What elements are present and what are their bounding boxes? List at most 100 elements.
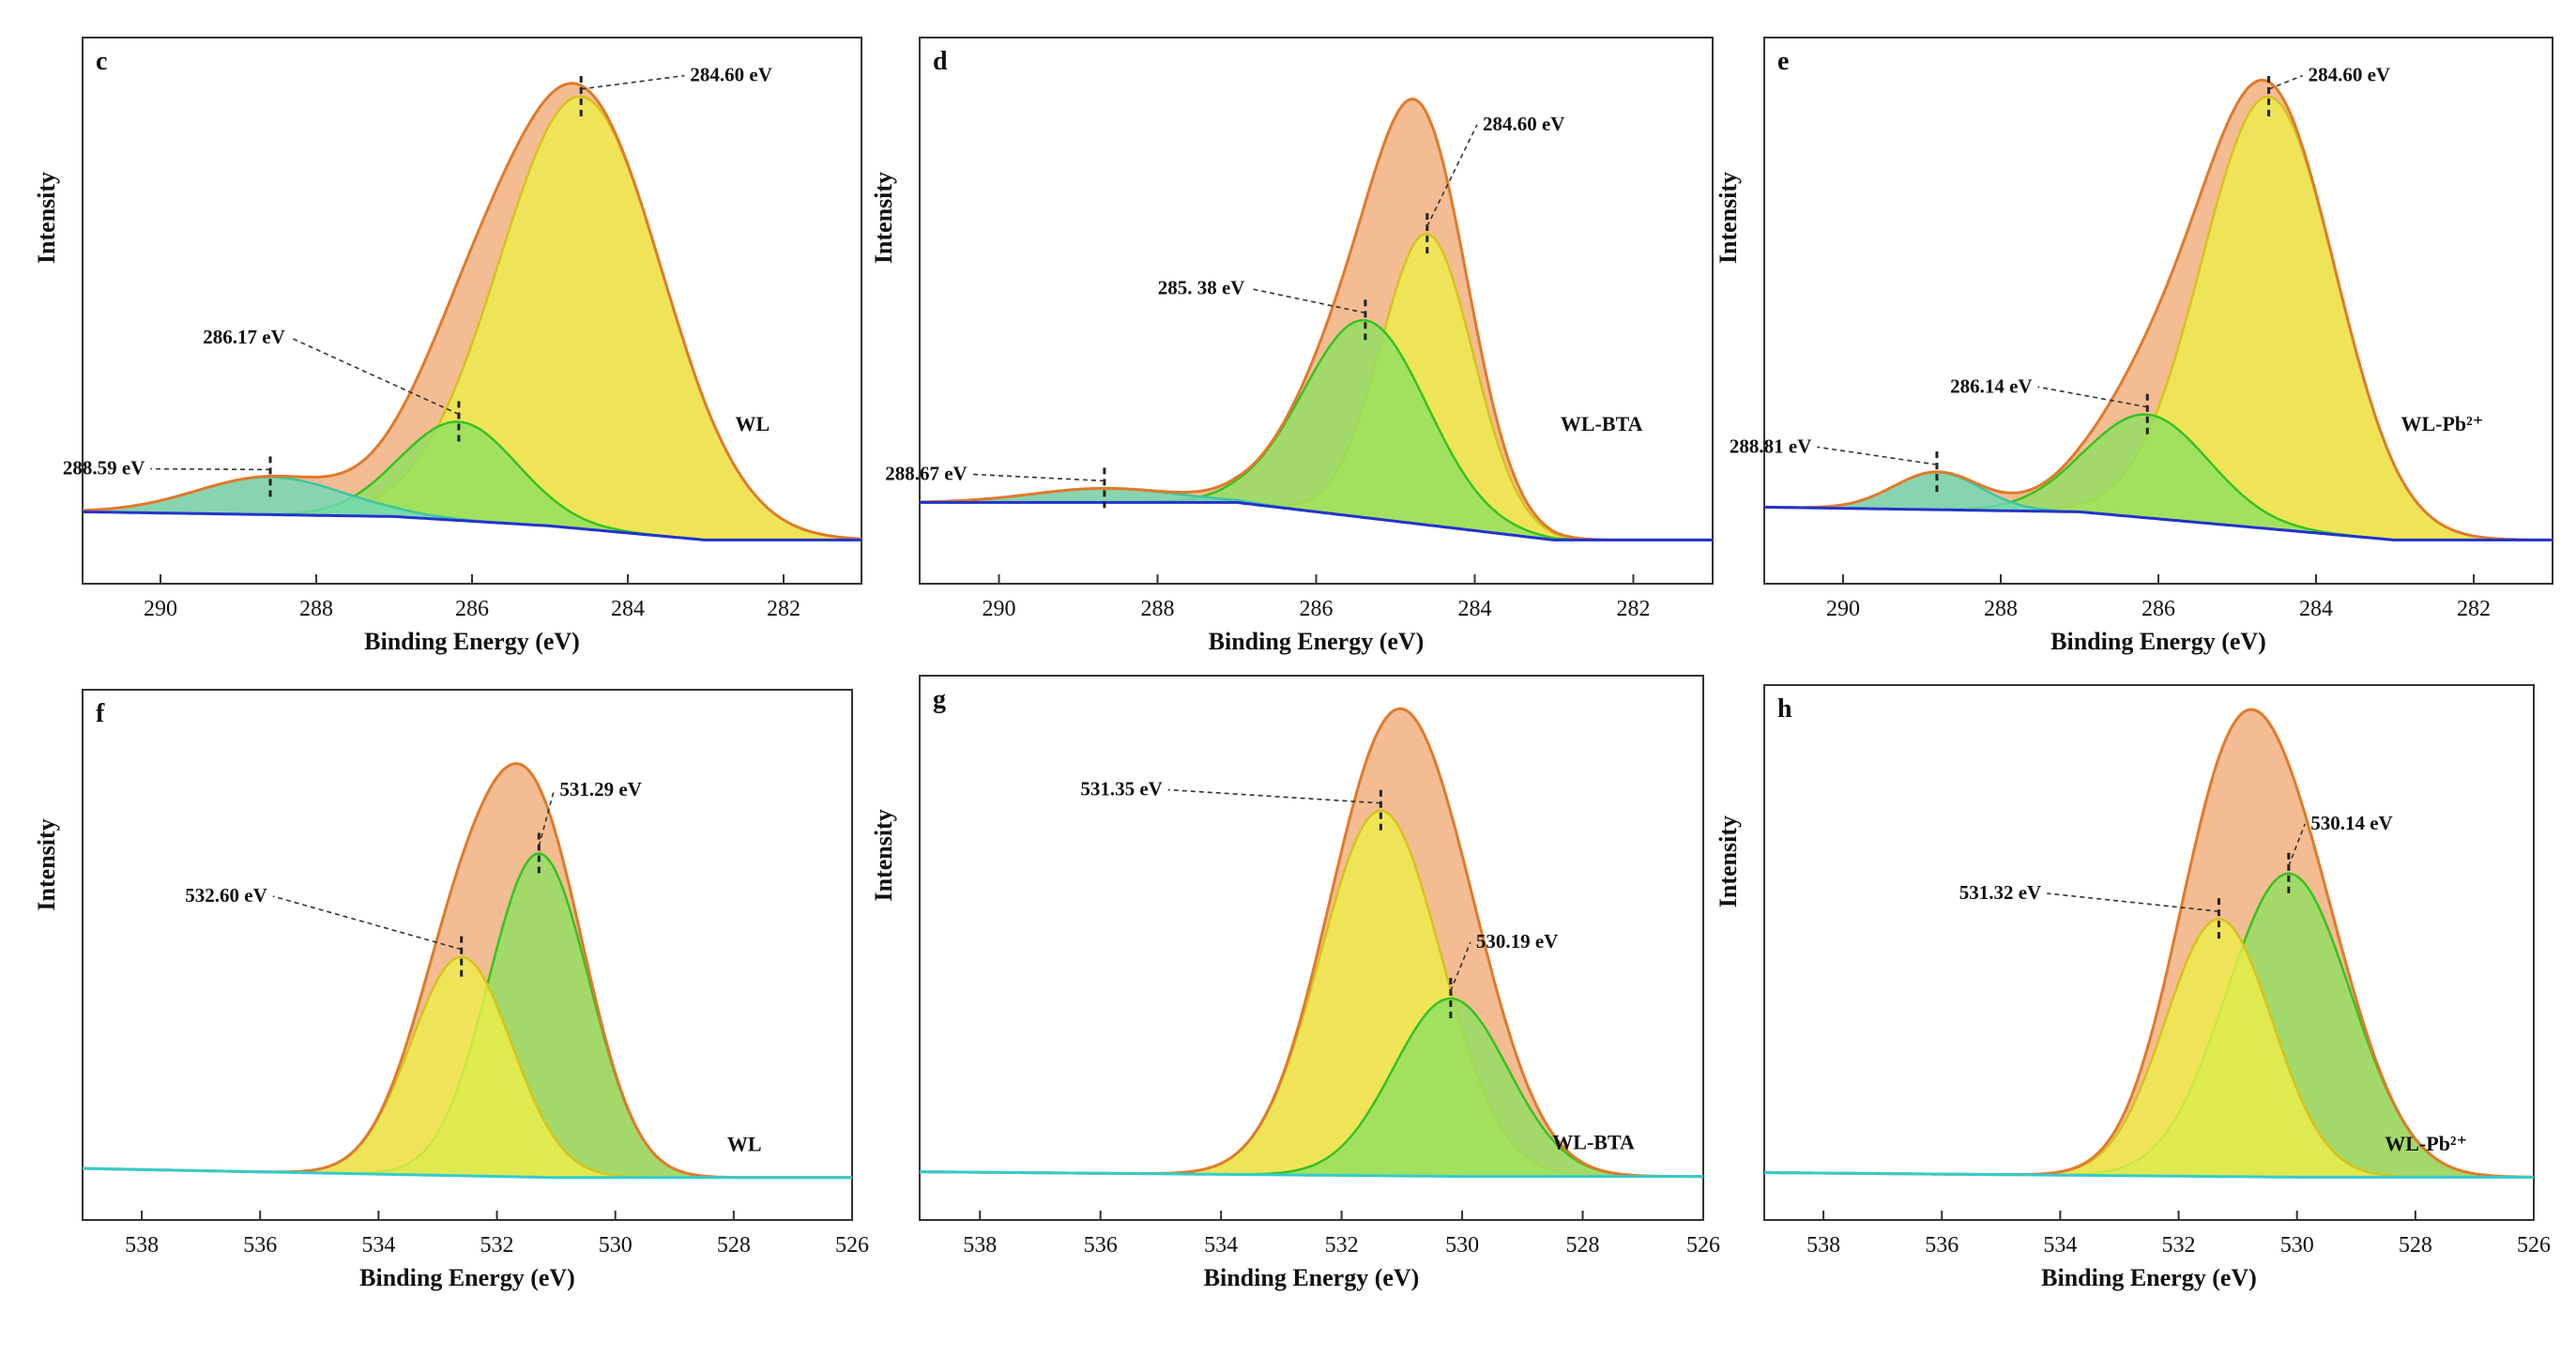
x-tick-label: 530 — [2280, 1233, 2314, 1258]
peak-label: 288.67 eV — [885, 462, 968, 484]
peak-label: 532.60 eV — [185, 884, 267, 907]
y-axis-title: Intensity — [870, 809, 897, 901]
x-tick-label: 532 — [1325, 1233, 1359, 1258]
panel-d: 290 288 286 284 282 284.60 eV 285. 38 eV 288.67… — [870, 37, 1714, 655]
x-tick-label: 288 — [299, 597, 333, 621]
panel-letter: d — [933, 47, 948, 76]
peak-leader — [2037, 386, 2148, 408]
peak-leader — [2047, 892, 2219, 912]
sample-label: WL-BTA — [1552, 1131, 1635, 1154]
x-tick-label: 532 — [480, 1233, 514, 1258]
x-tick-label: 536 — [1084, 1233, 1118, 1258]
y-axis-title: Intensity — [33, 818, 60, 910]
peak-label: 284.60 eV — [690, 64, 772, 86]
baseline — [1764, 1171, 2534, 1179]
peak-label: 285. 38 eV — [1158, 277, 1245, 299]
x-tick-label: 538 — [125, 1233, 159, 1258]
peak-label: 531.29 eV — [559, 778, 642, 800]
panel-letter: c — [96, 47, 107, 76]
panel-letter: f — [96, 699, 105, 728]
x-tick-label: 528 — [1566, 1233, 1600, 1258]
x-tick-label: 538 — [963, 1233, 997, 1258]
peak-leader — [1450, 941, 1471, 992]
x-tick-label: 286 — [1300, 597, 1334, 621]
x-tick-label: 526 — [2517, 1233, 2551, 1258]
x-tick-label: 528 — [717, 1233, 751, 1258]
peak-label: 288.59 eV — [63, 457, 145, 480]
peak-leader — [290, 337, 460, 416]
x-tick-label: 282 — [767, 597, 800, 621]
x-axis-title: Binding Energy (eV) — [364, 628, 580, 655]
component-fill-yellow — [1764, 96, 2553, 541]
peak-leader — [272, 895, 462, 951]
x-axis-title: Binding Energy (eV) — [2041, 1264, 2257, 1291]
y-axis-title: Intensity — [870, 172, 897, 264]
x-tick-label: 526 — [835, 1233, 869, 1258]
component-fill-yellow — [83, 96, 861, 541]
component-fill-green — [1764, 873, 2534, 1178]
x-tick-label: 528 — [2399, 1233, 2432, 1258]
peak-label: 288.81 eV — [1730, 435, 1812, 457]
x-tick-label: 288 — [1141, 597, 1175, 621]
baseline — [1763, 505, 2553, 541]
x-tick-label: 534 — [2043, 1233, 2077, 1258]
baseline — [82, 510, 861, 541]
sample-label: WL — [735, 412, 770, 435]
sample-label: WL-Pb²⁺ — [2401, 412, 2483, 435]
envelope-line — [1764, 78, 2553, 541]
x-tick-label: 284 — [611, 597, 645, 621]
envelope-fill — [920, 709, 1703, 1177]
panel-e: 290 288 286 284 282 284.60 eV 286.14 eV 288.81 … — [1715, 37, 2553, 655]
x-tick-label: 282 — [1617, 597, 1651, 621]
x-tick-label: 530 — [599, 1233, 633, 1258]
peak-leader — [2268, 74, 2303, 90]
x-tick-label: 284 — [1458, 597, 1492, 621]
panel-g: 538 536 534 532 530 528 526 531.35 eV 530.19 eV g… — [870, 675, 1720, 1291]
peak-leader — [1250, 287, 1366, 314]
envelope-line — [919, 98, 1713, 541]
component-fill-yellow — [920, 810, 1703, 1177]
peak-label: 286.14 eV — [1950, 374, 2033, 397]
peak-leader — [1167, 788, 1381, 804]
x-tick-label: 538 — [1806, 1233, 1840, 1258]
envelope-line — [82, 82, 862, 541]
x-tick-label: 526 — [1686, 1233, 1720, 1258]
x-tick-label: 290 — [1826, 597, 1860, 621]
x-tick-label: 534 — [361, 1233, 395, 1258]
baseline — [83, 1166, 852, 1180]
peak-label: 286.17 eV — [203, 326, 285, 348]
x-tick-label: 288 — [1984, 597, 2018, 621]
component-fill-green — [83, 421, 861, 541]
x-tick-label: 536 — [1925, 1233, 1959, 1258]
peak-leader — [1817, 446, 1938, 465]
y-axis-title: Intensity — [1715, 816, 1742, 907]
panel-letter: h — [1777, 694, 1792, 724]
x-tick-label: 290 — [983, 597, 1016, 621]
x-tick-label: 534 — [1204, 1233, 1238, 1258]
peak-label: 284.60 eV — [2309, 64, 2391, 86]
x-tick-label: 286 — [2142, 597, 2175, 621]
x-axis-title: Binding Energy (eV) — [359, 1264, 575, 1291]
peak-leader — [2288, 823, 2306, 867]
x-axis-title: Binding Energy (eV) — [1204, 1264, 1420, 1291]
peak-leader — [538, 789, 556, 846]
y-axis-title: Intensity — [1715, 172, 1742, 264]
panel-h: 538 536 534 532 530 528 526 530.14 eV 531.32 eV h… — [1715, 684, 2551, 1291]
baseline — [920, 1170, 1703, 1179]
panel-f: 538 536 534 532 530 528 526 531.29 eV 532.60 eV f… — [33, 689, 869, 1291]
peak-label: 530.14 eV — [2310, 812, 2393, 834]
peak-leader — [1426, 124, 1478, 227]
component-fill-yellow — [83, 956, 852, 1178]
baseline — [920, 500, 1713, 541]
peak-label: 284.60 eV — [1483, 113, 1565, 135]
x-tick-label: 284 — [2299, 597, 2333, 621]
x-tick-label: 286 — [455, 597, 489, 621]
panel-letter: e — [1777, 47, 1789, 76]
component-fill-yellow — [1764, 919, 2534, 1178]
x-tick-label: 282 — [2457, 597, 2491, 621]
x-tick-label: 290 — [144, 597, 177, 621]
peak-leader — [581, 74, 685, 90]
panel-letter: g — [933, 685, 946, 714]
peak-label: 531.32 eV — [1959, 881, 2042, 904]
